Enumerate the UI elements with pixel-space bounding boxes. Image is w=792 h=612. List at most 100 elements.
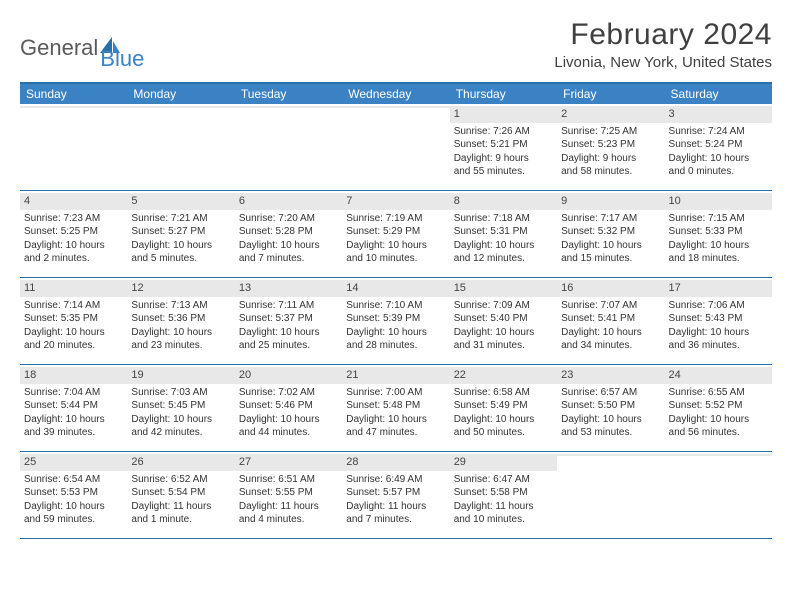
calendar-cell: 15Sunrise: 7:09 AMSunset: 5:40 PMDayligh… (450, 278, 557, 364)
cell-sunset: Sunset: 5:57 PM (346, 486, 445, 500)
cell-daylight1: Daylight: 9 hours (561, 152, 660, 166)
day-number: 1 (454, 108, 460, 120)
cell-daylight1: Daylight: 10 hours (131, 413, 230, 427)
cell-sunrise: Sunrise: 7:18 AM (454, 212, 553, 226)
day-header-sunday: Sunday (20, 84, 127, 104)
cell-daylight1: Daylight: 10 hours (239, 413, 338, 427)
cell-sunset: Sunset: 5:52 PM (669, 399, 768, 413)
calendar-cell: 9Sunrise: 7:17 AMSunset: 5:32 PMDaylight… (557, 191, 664, 277)
day-number-bar: 3 (665, 106, 772, 123)
page-header: General Blue February 2024 Livonia, New … (20, 18, 772, 72)
day-number: 26 (131, 456, 143, 468)
calendar-cell: 13Sunrise: 7:11 AMSunset: 5:37 PMDayligh… (235, 278, 342, 364)
cell-daylight1: Daylight: 10 hours (24, 326, 123, 340)
day-number-bar: 10 (665, 193, 772, 210)
cell-daylight2: and 1 minute. (131, 513, 230, 527)
cell-sunset: Sunset: 5:50 PM (561, 399, 660, 413)
cell-daylight1: Daylight: 11 hours (454, 500, 553, 514)
cell-sunset: Sunset: 5:28 PM (239, 225, 338, 239)
day-number-bar: 8 (450, 193, 557, 210)
day-number-bar: 16 (557, 280, 664, 297)
cell-sunrise: Sunrise: 6:47 AM (454, 473, 553, 487)
cell-daylight2: and 10 minutes. (454, 513, 553, 527)
cell-daylight1: Daylight: 9 hours (454, 152, 553, 166)
day-number: 6 (239, 195, 245, 207)
calendar-cell: 26Sunrise: 6:52 AMSunset: 5:54 PMDayligh… (127, 452, 234, 538)
calendar-cell-empty (235, 104, 342, 190)
day-number: 11 (24, 282, 35, 294)
day-number: 27 (239, 456, 251, 468)
day-number: 16 (561, 282, 573, 294)
cell-sunset: Sunset: 5:33 PM (669, 225, 768, 239)
location-subtitle: Livonia, New York, United States (554, 54, 772, 71)
title-block: February 2024 Livonia, New York, United … (554, 18, 772, 71)
calendar-cell: 7 Sunrise: 7:19 AMSunset: 5:29 PMDaylight… (342, 191, 449, 277)
day-header-thursday: Thursday (450, 84, 557, 104)
cell-sunset: Sunset: 5:29 PM (346, 225, 445, 239)
cell-sunrise: Sunrise: 7:15 AM (669, 212, 768, 226)
calendar-cell: 23Sunrise: 6:57 AMSunset: 5:50 PMDayligh… (557, 365, 664, 451)
cell-sunset: Sunset: 5:58 PM (454, 486, 553, 500)
cell-daylight2: and 59 minutes. (24, 513, 123, 527)
cell-sunset: Sunset: 5:27 PM (131, 225, 230, 239)
cell-sunset: Sunset: 5:54 PM (131, 486, 230, 500)
cell-sunrise: Sunrise: 7:25 AM (561, 125, 660, 139)
cell-sunset: Sunset: 5:39 PM (346, 312, 445, 326)
cell-sunset: Sunset: 5:23 PM (561, 138, 660, 152)
day-number-bar: 24 (665, 367, 772, 384)
day-number-bar: 27 (235, 454, 342, 471)
cell-daylight2: and 4 minutes. (239, 513, 338, 527)
month-title: February 2024 (554, 18, 772, 52)
day-number-bar: 12 (127, 280, 234, 297)
cell-sunrise: Sunrise: 7:23 AM (24, 212, 123, 226)
cell-sunset: Sunset: 5:40 PM (454, 312, 553, 326)
day-number: 4 (24, 195, 30, 207)
cell-sunrise: Sunrise: 6:51 AM (239, 473, 338, 487)
cell-daylight2: and 5 minutes. (131, 252, 230, 266)
cell-daylight2: and 7 minutes. (346, 513, 445, 527)
day-header-wednesday: Wednesday (342, 84, 449, 104)
cell-daylight1: Daylight: 11 hours (239, 500, 338, 514)
day-number-bar: 2 (557, 106, 664, 123)
day-number: 8 (454, 195, 460, 207)
day-number: 20 (239, 369, 251, 381)
cell-daylight2: and 25 minutes. (239, 339, 338, 353)
cell-sunrise: Sunrise: 7:26 AM (454, 125, 553, 139)
cell-daylight1: Daylight: 10 hours (24, 239, 123, 253)
day-number-bar (235, 106, 342, 108)
cell-daylight2: and 23 minutes. (131, 339, 230, 353)
day-number-bar: 7 (342, 193, 449, 210)
calendar-cell: 2 Sunrise: 7:25 AMSunset: 5:23 PMDaylight… (557, 104, 664, 190)
cell-daylight2: and 58 minutes. (561, 165, 660, 179)
day-number: 29 (454, 456, 466, 468)
day-number: 14 (346, 282, 358, 294)
calendar-cell: 11Sunrise: 7:14 AMSunset: 5:35 PMDayligh… (20, 278, 127, 364)
calendar-cell: 29 Sunrise: 6:47 AMSunset: 5:58 PMDayligh… (450, 452, 557, 538)
calendar-cell: 27Sunrise: 6:51 AMSunset: 5:55 PMDayligh… (235, 452, 342, 538)
cell-daylight2: and 36 minutes. (669, 339, 768, 353)
cell-daylight1: Daylight: 10 hours (346, 239, 445, 253)
cell-sunset: Sunset: 5:35 PM (24, 312, 123, 326)
logo-text-general: General (20, 35, 98, 61)
cell-sunset: Sunset: 5:45 PM (131, 399, 230, 413)
calendar-cell: 22Sunrise: 6:58 AMSunset: 5:49 PMDayligh… (450, 365, 557, 451)
cell-sunrise: Sunrise: 7:17 AM (561, 212, 660, 226)
cell-daylight1: Daylight: 11 hours (346, 500, 445, 514)
day-number: 15 (454, 282, 466, 294)
calendar-cell: 10Sunrise: 7:15 AMSunset: 5:33 PMDayligh… (665, 191, 772, 277)
cell-daylight1: Daylight: 10 hours (454, 239, 553, 253)
day-number-bar: 13 (235, 280, 342, 297)
cell-sunrise: Sunrise: 7:11 AM (239, 299, 338, 313)
day-number-bar: 5 (127, 193, 234, 210)
calendar-cell-empty (127, 104, 234, 190)
logo: General Blue (20, 24, 144, 72)
cell-sunset: Sunset: 5:48 PM (346, 399, 445, 413)
calendar-cell: 14Sunrise: 7:10 AMSunset: 5:39 PMDayligh… (342, 278, 449, 364)
cell-daylight2: and 12 minutes. (454, 252, 553, 266)
day-number-bar: 23 (557, 367, 664, 384)
day-number-bar: 17 (665, 280, 772, 297)
cell-sunrise: Sunrise: 7:19 AM (346, 212, 445, 226)
day-number-bar: 1 (450, 106, 557, 123)
day-number-bar: 28 (342, 454, 449, 471)
day-header-saturday: Saturday (665, 84, 772, 104)
